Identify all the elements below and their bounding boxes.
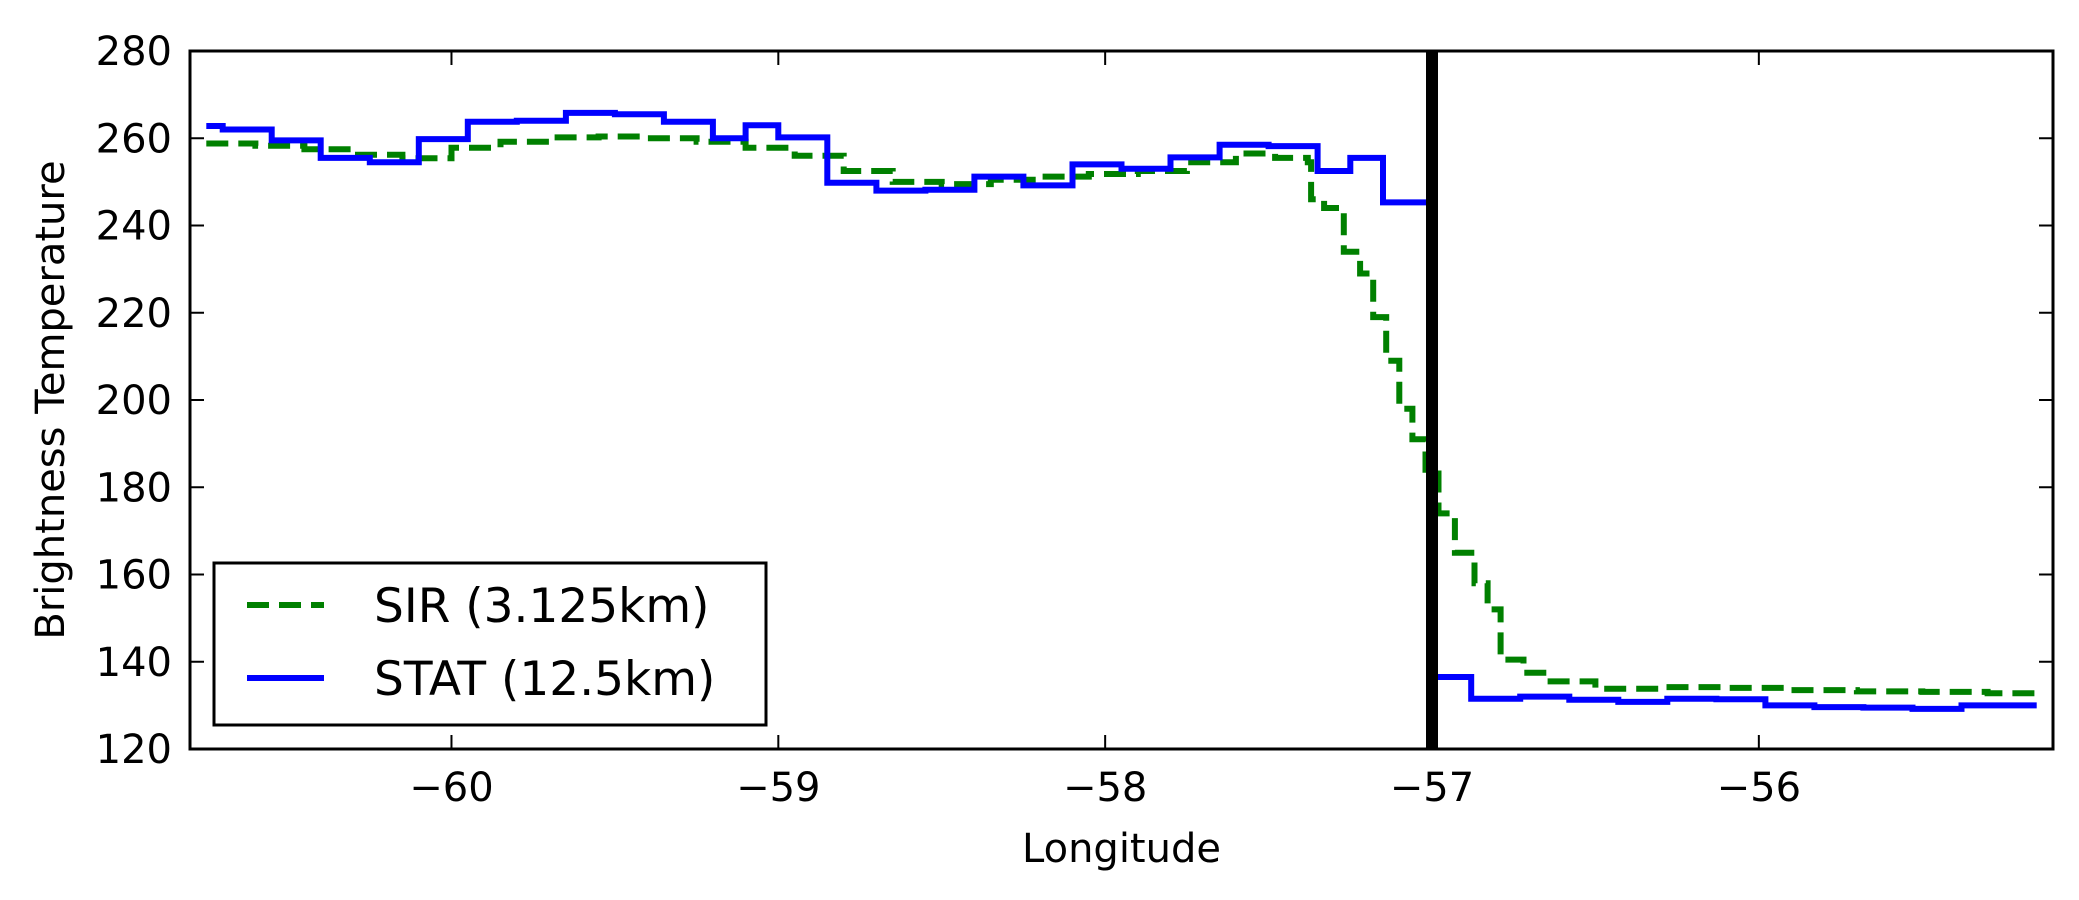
series-layer — [206, 109, 2040, 712]
y-axis-label: Brightness Temperature — [28, 160, 74, 639]
tick-layer: −60 −59 −58 −57 −56 120 140 160 180 200 220 240 260 2… — [96, 29, 2053, 811]
legend-label-stat: STAT (12.5km) — [374, 652, 715, 707]
y-tick-label: 280 — [96, 29, 172, 75]
x-tick-label: −60 — [409, 765, 493, 811]
legend-label-sir: SIR (3.125km) — [374, 579, 710, 634]
legend-box — [212, 561, 768, 727]
y-tick-label: 260 — [96, 116, 172, 162]
y-tick-label: 180 — [96, 465, 172, 511]
x-tick-label: −58 — [1063, 765, 1147, 811]
y-tick-label: 140 — [96, 640, 172, 686]
x-tick-label: −56 — [1717, 765, 1801, 811]
legend: SIR (3.125km) STAT (12.5km) — [212, 561, 768, 727]
y-tick-label: 200 — [96, 378, 172, 424]
series-line-stat — [206, 109, 2037, 712]
x-tick-label: −57 — [1390, 765, 1474, 811]
y-tick-label: 220 — [96, 291, 172, 337]
x-axis-label: Longitude — [1022, 826, 1221, 872]
x-tick-label: −59 — [736, 765, 820, 811]
y-tick-label: 120 — [96, 727, 172, 773]
y-tick-label: 240 — [96, 204, 172, 250]
series-line-sir — [206, 133, 2040, 697]
y-tick-label: 160 — [96, 553, 172, 599]
